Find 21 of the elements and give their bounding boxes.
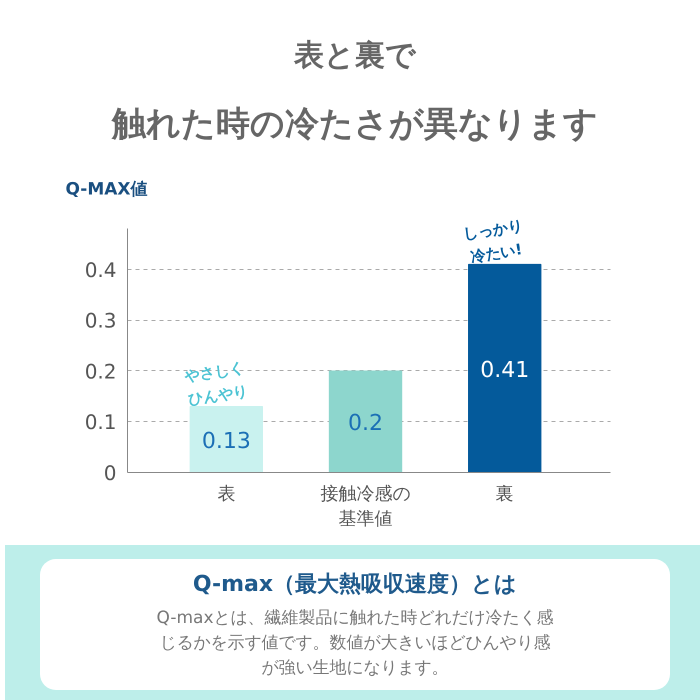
data-label: 0.2 [348,411,384,436]
bar [328,370,402,472]
bar [190,406,264,472]
data-label: 0.41 [480,358,530,383]
chart-subtitle: 触れた時の冷たさが異なります [110,102,599,146]
chart-title: 表と裏で [292,37,418,75]
annotation: しっかり冷たい! [462,216,524,266]
y-axis-title: Q-MAX値 [66,180,148,200]
bar [468,264,542,472]
y-tick-label: 0.1 [84,410,117,434]
text: Q-max（最大熱吸収速度）とは [192,570,518,599]
annotation: やさしくひんやり [182,358,250,408]
y-tick-label: 0.2 [84,359,117,384]
text: Q-maxとは、繊維製品に触れた時どれだけ冷たく感じるかを示す値です。数値が大きいほどひんやり感が強い生地になります。 [155,607,555,680]
y-tick-label: 0.4 [84,258,117,282]
data-label: 0.13 [202,429,251,454]
x-tick-label: 接触冷感の基準値 [320,484,411,530]
x-tick-label: 表 [217,484,236,504]
y-tick-label: 0 [104,461,117,485]
x-tick-label: 裏 [496,484,514,504]
y-tick-label: 0.3 [84,308,117,333]
